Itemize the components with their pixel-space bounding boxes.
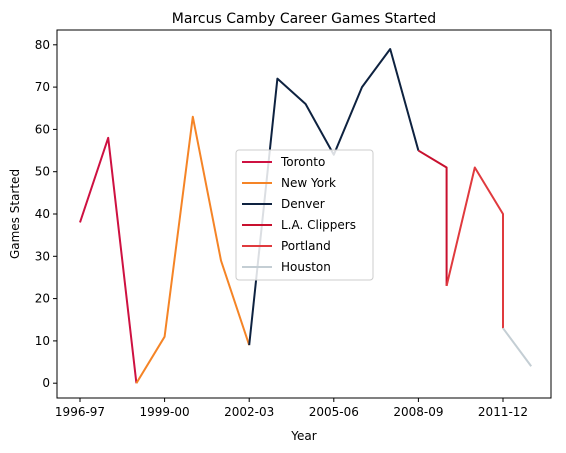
x-axis: 1996-97 1999-00 2002-03 2005-06 2008-09 2011-… <box>55 398 528 419</box>
x-tick-label: 1996-97 <box>55 405 105 419</box>
y-tick-label: 60 <box>35 122 50 136</box>
legend-label: Houston <box>281 260 331 274</box>
series-line-2 <box>135 115 251 384</box>
chart-title: Marcus Camby Career Games Started <box>172 11 436 27</box>
x-tick-label: 2005-06 <box>309 405 359 419</box>
y-tick-label: 0 <box>42 376 50 390</box>
y-tick-label: 80 <box>35 38 50 52</box>
y-tick-label: 30 <box>35 249 50 263</box>
x-tick-label: 2011-12 <box>478 405 528 419</box>
legend: Toronto New York Denver L.A. Clippers Portla… <box>235 149 374 281</box>
legend-label: L.A. Clippers <box>281 218 356 232</box>
series-line-5 <box>445 166 504 329</box>
x-tick-label: 2008-09 <box>393 405 443 419</box>
series-line-4 <box>417 149 448 286</box>
y-tick-label: 10 <box>35 334 50 348</box>
x-tick-label: 2002-03 <box>224 405 274 419</box>
series-line-1 <box>79 136 138 384</box>
series-line-6 <box>502 327 533 367</box>
y-tick-label: 50 <box>35 165 50 179</box>
x-axis-label: Year <box>290 429 316 443</box>
y-axis-label: Games Started <box>8 169 22 259</box>
legend-label: New York <box>281 176 336 190</box>
y-tick-label: 40 <box>35 207 50 221</box>
legend-label: Portland <box>281 239 331 253</box>
legend-label: Denver <box>281 197 325 211</box>
y-tick-label: 20 <box>35 292 50 306</box>
legend-label: Toronto <box>280 155 325 169</box>
y-axis: 0 10 20 30 40 50 60 70 80 <box>35 38 57 390</box>
x-tick-label: 1999-00 <box>140 405 190 419</box>
y-tick-label: 70 <box>35 80 50 94</box>
